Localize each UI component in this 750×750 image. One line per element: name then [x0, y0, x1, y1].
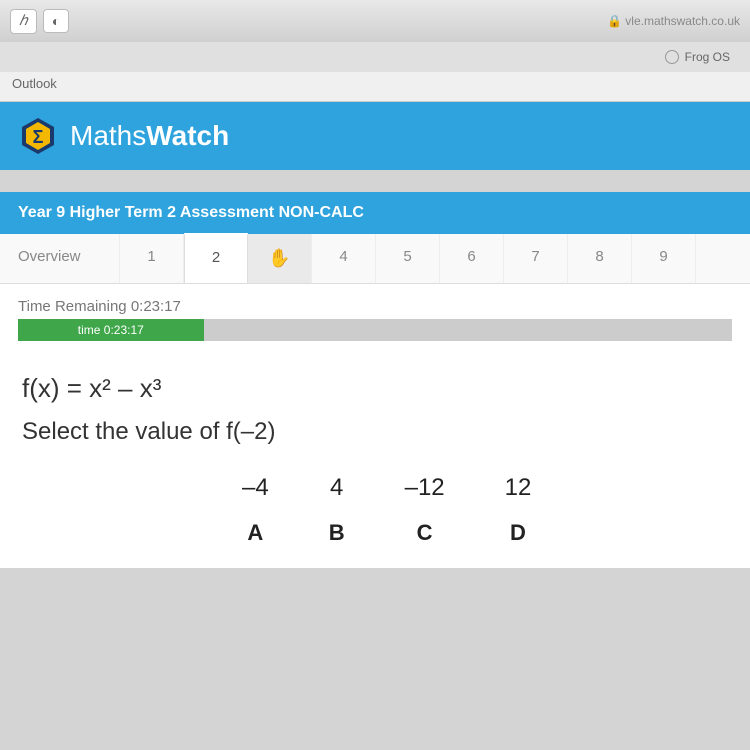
frog-os-bookmark[interactable]: Frog OS [685, 50, 730, 64]
time-remaining-block: Time Remaining 0:23:17 time 0:23:17 [0, 284, 750, 351]
question-tab-6[interactable]: 6 [440, 234, 504, 283]
answer-option-a[interactable]: –4 A [242, 474, 269, 546]
question-area: f(x) = x² – x³ Select the value of f(–2)… [0, 351, 750, 568]
url-bar-text: 🔒 vle.mathswatch.co.uk [607, 14, 740, 28]
answer-letter: B [329, 520, 345, 546]
assessment-title: Year 9 Higher Term 2 Assessment NON-CALC [0, 192, 750, 234]
answer-value: –12 [405, 474, 445, 502]
content-area: Year 9 Higher Term 2 Assessment NON-CALC… [0, 192, 750, 568]
browser-chrome: ℎ ◐ 🔒 vle.mathswatch.co.uk [0, 0, 750, 42]
mathswatch-title: MathsWatch [70, 120, 229, 152]
answer-option-b[interactable]: 4 B [329, 474, 345, 546]
question-tab-9[interactable]: 9 [632, 234, 696, 283]
answer-option-d[interactable]: 12 D [505, 474, 532, 546]
question-tab-1[interactable]: 1 [120, 234, 184, 283]
time-remaining-label: Time Remaining 0:23:17 [18, 298, 732, 315]
question-tab-7[interactable]: 7 [504, 234, 568, 283]
answer-value: 12 [505, 474, 532, 502]
question-formula: f(x) = x² – x³ [22, 373, 728, 404]
question-tab-3[interactable]: ✋ [248, 234, 312, 283]
question-tab-4[interactable]: 4 [312, 234, 376, 283]
time-progress-fill: time 0:23:17 [18, 319, 204, 341]
mathswatch-header: Σ MathsWatch [0, 102, 750, 170]
time-progress-bar: time 0:23:17 [18, 319, 732, 341]
answer-value: –4 [242, 474, 269, 502]
answer-letter: A [242, 520, 269, 546]
answer-letter: C [405, 520, 445, 546]
honey-extension-icon[interactable]: ℎ [10, 9, 37, 34]
answer-option-c[interactable]: –12 C [405, 474, 445, 546]
overview-tab[interactable]: Overview [0, 234, 120, 283]
question-tab-2[interactable]: 2 [184, 233, 248, 283]
question-prompt: Select the value of f(–2) [22, 418, 728, 446]
bookmark-bar: Frog OS [0, 42, 750, 72]
answer-value: 4 [329, 474, 345, 502]
mathswatch-logo-icon: Σ [18, 116, 58, 156]
question-tab-8[interactable]: 8 [568, 234, 632, 283]
outlook-tab[interactable]: Outlook [0, 72, 750, 102]
answer-options: –4 A 4 B –12 C 12 D [242, 474, 728, 546]
cursor-icon: ✋ [268, 248, 290, 268]
svg-text:Σ: Σ [33, 127, 44, 147]
contrast-extension-icon[interactable]: ◐ [43, 9, 69, 33]
answer-letter: D [505, 520, 532, 546]
frog-os-icon [665, 50, 679, 64]
question-tab-5[interactable]: 5 [376, 234, 440, 283]
question-nav: Overview 1 2 ✋ 4 5 6 7 8 9 [0, 234, 750, 284]
